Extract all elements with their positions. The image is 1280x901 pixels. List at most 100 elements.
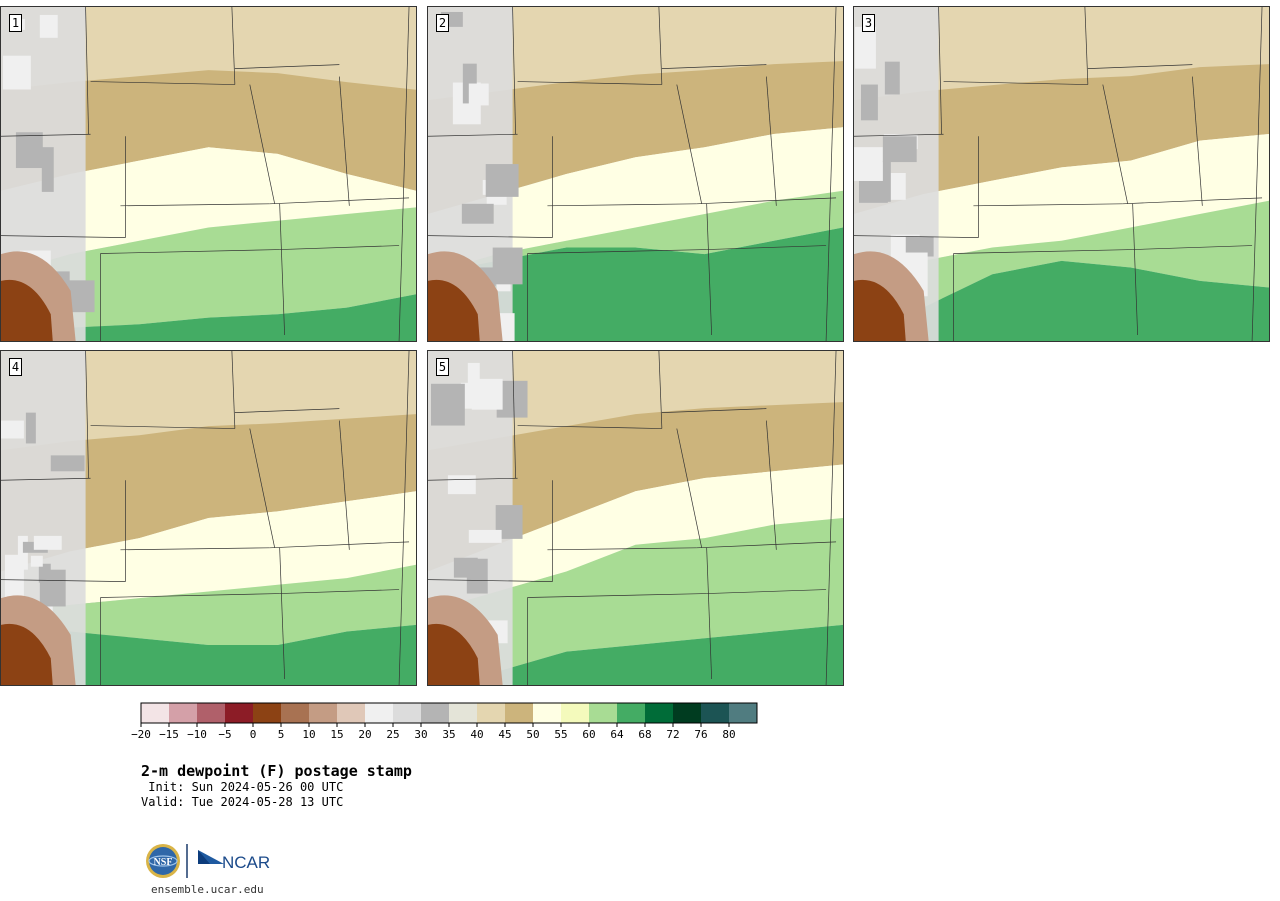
valid-time: Valid: Tue 2024-05-28 13 UTC [141, 795, 344, 809]
state-border-line [527, 593, 707, 598]
colorbar-tick-label: 80 [722, 728, 735, 741]
stamp-panel-3: 3 [853, 6, 1270, 342]
state-border-line [428, 133, 518, 137]
state-border-line [234, 408, 340, 413]
panel-number-5: 5 [436, 358, 449, 376]
panel-number-1: 1 [9, 14, 22, 32]
state-border-line [517, 425, 662, 429]
state-border-line [249, 84, 276, 204]
colorbar-tick-label: 60 [582, 728, 595, 741]
state-border-line [517, 81, 662, 85]
colorbar-tick-label: 30 [414, 728, 427, 741]
terrain-patch [860, 84, 878, 121]
colorbar-tick-label: 35 [442, 728, 455, 741]
colorbar-swatch [281, 703, 309, 723]
colorbar-swatch [169, 703, 197, 723]
stamp-panel-2: 2 [427, 6, 844, 342]
terrain-patch [41, 147, 54, 192]
colorbar-swatch [505, 703, 533, 723]
colorbar-tick-label: 45 [498, 728, 511, 741]
colorbar-tick-label: −20 [131, 728, 151, 741]
colorbar-swatch [253, 703, 281, 723]
state-border-line [279, 589, 400, 594]
dewpoint-map-4 [1, 351, 416, 685]
state-border-line [658, 351, 663, 429]
very-dry-southwest-region [1, 279, 53, 341]
terrain-patch [461, 203, 494, 224]
terrain-patch [30, 555, 43, 567]
state-border-line [527, 249, 707, 254]
colorbar-tick-label: 15 [330, 728, 343, 741]
state-border-line [279, 245, 400, 250]
terrain-patch [905, 236, 934, 257]
colorbar-swatch [673, 703, 701, 723]
humid-air-region [428, 227, 843, 341]
state-border-line [269, 541, 410, 549]
state-border-line [512, 7, 516, 135]
colorbar-swatch [645, 703, 673, 723]
drier-air-region [854, 7, 1269, 101]
state-border-line [1102, 84, 1129, 204]
terrain-patch [485, 164, 519, 197]
colorbar-swatch [197, 703, 225, 723]
colorbar-tick-label: 55 [554, 728, 567, 741]
state-borders [1, 7, 410, 341]
state-border-line [661, 408, 767, 413]
moderate-dewpoint-region [854, 133, 1269, 281]
nsf-seal-text: NSF [154, 857, 173, 868]
state-border-line [825, 7, 837, 341]
state-border-line [339, 420, 350, 550]
humid-air-region [1, 294, 416, 341]
state-border-line [231, 7, 236, 85]
drier-air-region [1, 7, 416, 90]
dewpoint-map-2 [428, 7, 843, 341]
terrain-patch [25, 412, 36, 444]
state-border-line [90, 425, 235, 429]
colorbar-tick-label: 64 [610, 728, 624, 741]
state-border-line [234, 64, 340, 69]
very-dry-southwest-region [854, 279, 906, 341]
state-border-line [100, 593, 280, 598]
state-border-line [85, 351, 89, 479]
state-border-line [1251, 7, 1263, 341]
terrain-patch [430, 383, 465, 426]
state-border-line [547, 203, 697, 207]
state-border-line [547, 547, 697, 551]
state-border-line [120, 203, 270, 207]
terrain-patch [884, 61, 900, 95]
very-dry-southwest-region [1, 623, 53, 685]
moist-air-region [1, 564, 416, 645]
colorbar-swatch [729, 703, 757, 723]
terrain-patch [486, 192, 507, 205]
state-border-line [854, 235, 979, 238]
init-time: Init: Sun 2024-05-26 00 UTC [141, 780, 344, 794]
very-dry-southwest-region [428, 279, 480, 341]
state-border-line [1, 477, 91, 481]
state-border-line [1132, 203, 1138, 336]
terrain-patch [471, 378, 503, 410]
state-border-line [1192, 76, 1203, 206]
terrain-patch [854, 26, 876, 69]
state-border-line [90, 81, 235, 85]
drier-air-region [428, 7, 843, 101]
state-border-line [854, 133, 944, 137]
state-border-line [231, 351, 236, 429]
figure-title: 2-m dewpoint (F) postage stamp [141, 762, 412, 780]
colorbar-swatch [617, 703, 645, 723]
nsf-ncar-logo: NSF NCAR [146, 844, 270, 878]
colorbar-tick-label: −5 [218, 728, 231, 741]
terrain-patch [468, 83, 489, 106]
drier-air-region [1, 351, 416, 451]
colorbar-swatch [365, 703, 393, 723]
state-borders [428, 351, 837, 685]
state-border-line [428, 235, 553, 238]
state-border-line [512, 351, 516, 479]
panel-number-4: 4 [9, 358, 22, 376]
colorbar-tick-label: 72 [666, 728, 679, 741]
colorbar-tick-label: 10 [302, 728, 315, 741]
moderate-dewpoint-region [428, 464, 843, 612]
state-border-line [766, 420, 777, 550]
dewpoint-map-5 [428, 351, 843, 685]
state-border-line [706, 589, 827, 594]
drier-air-region [428, 351, 843, 451]
